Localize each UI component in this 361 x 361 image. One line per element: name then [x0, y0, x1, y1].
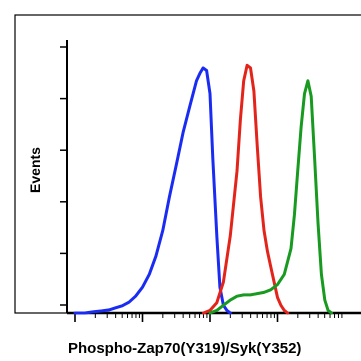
x-axis-ticks — [74, 313, 343, 322]
y-axis-label: Events — [27, 147, 43, 193]
series-line-1 — [73, 66, 232, 315]
x-axis-label: Phospho-Zap70(Y319)/Syk(Y352) — [68, 340, 301, 357]
series-layer — [73, 63, 333, 315]
series-line-2 — [202, 63, 290, 315]
y-axis-ticks — [60, 46, 67, 306]
series-line-3 — [208, 79, 333, 315]
